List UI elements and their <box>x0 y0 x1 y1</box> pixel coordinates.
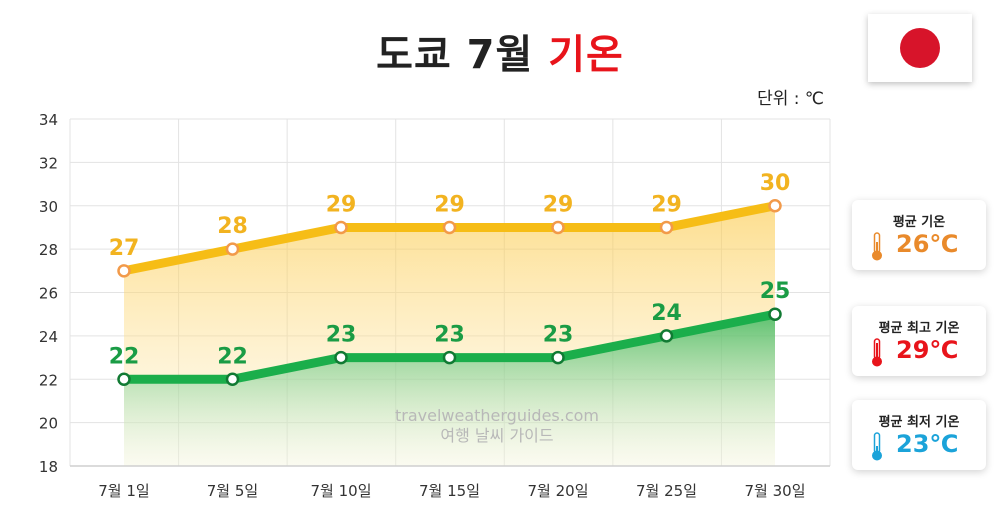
low-data-label: 22 <box>109 344 140 369</box>
high-point <box>334 220 348 235</box>
high-data-label: 27 <box>109 236 140 261</box>
low-point <box>659 329 674 343</box>
high-data-label: 29 <box>651 192 682 217</box>
high-point <box>659 220 674 235</box>
x-tick-label: 7월 30일 <box>745 482 806 500</box>
y-tick-label: 18 <box>39 458 58 476</box>
area-layer <box>124 205 775 466</box>
y-tick-label: 24 <box>39 328 58 346</box>
low-point <box>334 350 348 365</box>
y-tick-label: 26 <box>39 285 58 303</box>
avg-low-value: 23℃ <box>896 430 959 458</box>
y-tick-label: 28 <box>39 241 58 259</box>
x-tick-label: 7월 1일 <box>98 482 149 500</box>
low-data-label: 23 <box>434 323 465 348</box>
line-layer <box>117 199 782 386</box>
high-point <box>768 199 782 213</box>
y-tick-label: 30 <box>39 198 58 216</box>
watermark-text: 여행 날씨 가이드 <box>440 426 554 445</box>
low-data-label: 23 <box>326 323 357 348</box>
watermark: travelweatherguides.com 여행 날씨 가이드 <box>390 406 604 446</box>
high-data-label: 30 <box>760 171 791 196</box>
low-point <box>551 350 565 365</box>
x-tick-label: 7월 20일 <box>528 482 589 500</box>
thermometer-icon <box>872 232 882 261</box>
title-main: 도쿄 7월 <box>376 32 534 78</box>
y-tick-label: 22 <box>39 371 58 389</box>
low-data-label: 22 <box>217 344 248 369</box>
low-data-label: 25 <box>760 279 791 304</box>
high-point <box>225 242 240 256</box>
x-tick-label: 7월 5일 <box>207 482 258 500</box>
low-data-label: 24 <box>651 301 682 326</box>
low-data-label: 23 <box>543 323 574 348</box>
low-point <box>225 372 240 386</box>
low-point <box>768 307 782 321</box>
low-point <box>117 372 131 386</box>
avg-temp-label: 평균 기온 <box>892 215 946 230</box>
high-point <box>442 220 457 235</box>
thermometer-icon <box>872 338 882 367</box>
high-data-label: 29 <box>326 192 357 217</box>
avg-low-card: 평균 최저 기온 23℃ <box>852 400 986 470</box>
watermark-url: travelweatherguides.com <box>394 406 600 425</box>
title-accent: 기온 <box>548 32 624 78</box>
y-tick-label: 32 <box>39 154 58 172</box>
avg-high-label: 평균 최고 기온 <box>878 321 960 336</box>
label-layer: 27 28 29 29 29 29 30 22 22 23 23 23 24 25 <box>109 171 791 370</box>
avg-low-label: 평균 최저 기온 <box>878 415 960 430</box>
avg-high-card: 평균 최고 기온 29℃ <box>852 306 986 376</box>
axis-layer: 18 20 22 24 26 28 30 32 34 7월 1일 7월 5일 7월 10일 7월 15일… <box>39 111 830 500</box>
high-point <box>551 220 565 235</box>
avg-temp-card: 평균 기온 26℃ <box>852 200 986 270</box>
x-tick-label: 7월 25일 <box>636 482 697 500</box>
chart-title: 도쿄 7월 기온 <box>0 22 1000 80</box>
high-data-label: 29 <box>543 192 574 217</box>
japan-flag-icon <box>868 14 972 82</box>
x-tick-label: 7월 15일 <box>419 482 480 500</box>
thermometer-icon <box>872 432 882 461</box>
high-data-label: 29 <box>434 192 465 217</box>
high-point <box>117 264 131 278</box>
avg-high-value: 29℃ <box>896 336 959 364</box>
avg-temp-value: 26℃ <box>896 230 959 258</box>
x-tick-label: 7월 10일 <box>311 482 372 500</box>
high-data-label: 28 <box>217 214 248 239</box>
flag-sun <box>900 28 940 68</box>
y-tick-label: 20 <box>39 415 58 433</box>
unit-label: 단위 : ℃ <box>757 89 824 109</box>
y-tick-label: 34 <box>39 111 58 129</box>
low-area <box>124 314 775 466</box>
low-point <box>442 350 457 365</box>
